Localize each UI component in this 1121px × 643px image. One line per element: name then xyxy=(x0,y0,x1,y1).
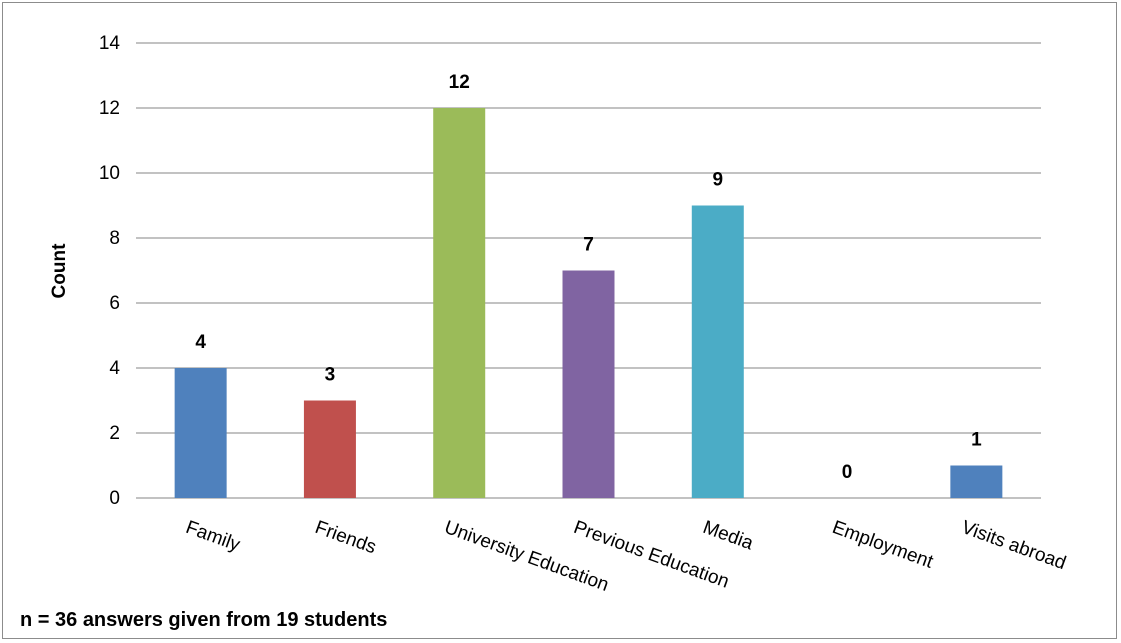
data-label: 1 xyxy=(971,430,982,451)
y-tick-label: 4 xyxy=(109,358,120,379)
y-axis-ticks: 0 2 4 6 8 10 12 14 xyxy=(99,33,121,509)
y-tick-label: 6 xyxy=(109,293,120,314)
x-category-label: Employment xyxy=(829,517,936,573)
data-labels: 4 3 12 7 9 0 1 xyxy=(195,72,982,483)
bar-3 xyxy=(562,270,615,498)
data-label: 0 xyxy=(842,462,853,483)
bars xyxy=(174,108,1003,498)
y-tick-label: 2 xyxy=(109,423,120,444)
x-category-label: Visits abroad xyxy=(959,517,1069,574)
y-tick-label: 12 xyxy=(99,98,120,119)
chart-note: n = 36 answers given from 19 students xyxy=(20,609,388,631)
x-axis-categories: Family Friends University EducationPreviou… xyxy=(183,517,1069,596)
bar-2 xyxy=(433,108,486,498)
bar-1 xyxy=(303,400,356,498)
y-tick-label: 10 xyxy=(99,163,120,184)
bar-0 xyxy=(174,368,227,498)
bar-4 xyxy=(691,205,744,498)
data-label: 9 xyxy=(712,170,723,191)
x-category-label: Family xyxy=(183,517,243,556)
data-label: 3 xyxy=(325,365,336,386)
data-label: 7 xyxy=(583,235,594,256)
data-label: 4 xyxy=(195,332,206,353)
x-category-label: Media xyxy=(700,517,756,555)
y-axis-title: Count xyxy=(49,243,70,299)
x-category-label: Friends xyxy=(312,517,379,558)
data-label: 12 xyxy=(449,72,470,93)
bar-6 xyxy=(950,465,1003,498)
y-tick-label: 14 xyxy=(99,33,121,54)
y-tick-label: 0 xyxy=(109,488,120,509)
y-tick-label: 8 xyxy=(109,228,120,249)
